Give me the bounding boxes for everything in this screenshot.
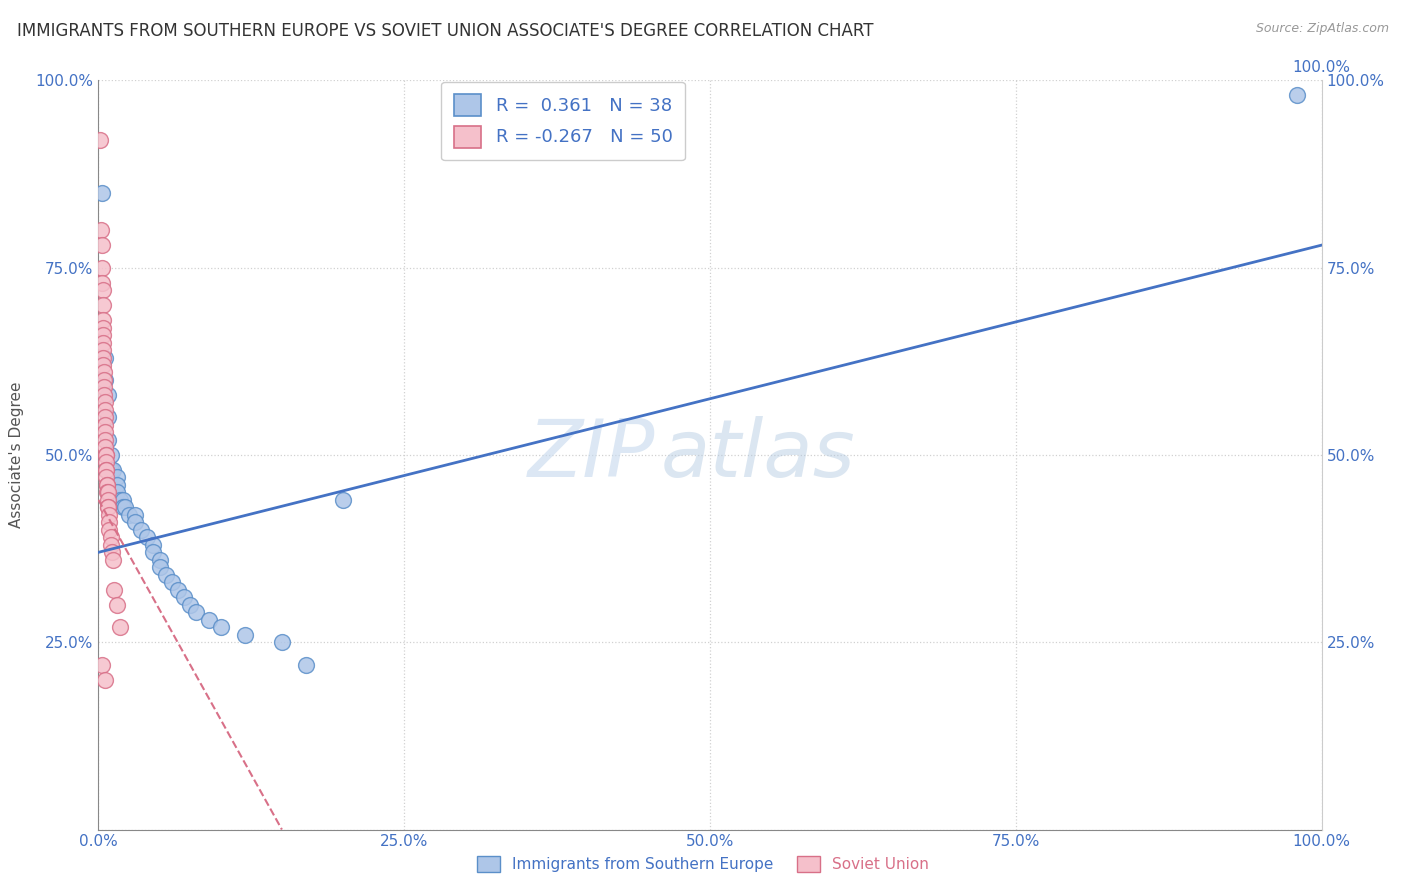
Point bbox=[91, 358, 114, 372]
Point bbox=[167, 582, 190, 597]
Point bbox=[91, 335, 114, 350]
Point bbox=[96, 478, 118, 492]
Point bbox=[155, 567, 177, 582]
Point bbox=[179, 598, 201, 612]
Point bbox=[93, 366, 115, 380]
Point bbox=[93, 673, 115, 687]
Point bbox=[94, 441, 117, 455]
Point bbox=[97, 500, 120, 515]
Point bbox=[110, 620, 132, 634]
Point bbox=[100, 530, 122, 544]
Point bbox=[105, 485, 128, 500]
Point bbox=[91, 186, 114, 200]
Point bbox=[105, 598, 128, 612]
Point bbox=[111, 500, 134, 515]
Point bbox=[94, 425, 117, 440]
Point bbox=[295, 657, 318, 672]
Point bbox=[93, 417, 115, 432]
Point bbox=[93, 395, 115, 409]
Text: ZIP: ZIP bbox=[527, 416, 655, 494]
Point bbox=[124, 508, 146, 522]
Point bbox=[197, 613, 219, 627]
Point bbox=[91, 320, 114, 334]
Point bbox=[97, 388, 120, 402]
Point bbox=[105, 470, 128, 484]
Point bbox=[118, 508, 141, 522]
Point bbox=[209, 620, 232, 634]
Point bbox=[94, 448, 117, 462]
Point bbox=[129, 523, 152, 537]
Point bbox=[101, 545, 124, 559]
Point bbox=[97, 500, 120, 515]
Point bbox=[98, 523, 121, 537]
Point bbox=[91, 328, 114, 343]
Point bbox=[97, 492, 120, 507]
Point bbox=[96, 478, 118, 492]
Point bbox=[96, 470, 118, 484]
Point bbox=[97, 508, 120, 522]
Point bbox=[111, 492, 134, 507]
Point bbox=[186, 605, 208, 619]
Point bbox=[96, 463, 118, 477]
Point bbox=[93, 380, 115, 394]
Point bbox=[91, 313, 114, 327]
Point bbox=[173, 591, 195, 605]
Point bbox=[97, 410, 120, 425]
Point bbox=[136, 530, 159, 544]
Point bbox=[124, 516, 146, 530]
Point bbox=[100, 538, 122, 552]
Point bbox=[94, 448, 117, 462]
Point bbox=[94, 433, 117, 447]
Point bbox=[97, 433, 120, 447]
Point bbox=[93, 351, 115, 365]
Point bbox=[94, 455, 117, 469]
Point bbox=[89, 133, 111, 147]
Point bbox=[160, 575, 183, 590]
Point bbox=[100, 463, 122, 477]
Point bbox=[93, 373, 115, 387]
Point bbox=[114, 500, 136, 515]
Point bbox=[93, 388, 115, 402]
Point bbox=[101, 553, 124, 567]
Point bbox=[332, 492, 354, 507]
Point bbox=[233, 628, 256, 642]
Point bbox=[91, 238, 114, 252]
Point bbox=[101, 463, 124, 477]
Point bbox=[94, 463, 117, 477]
Point bbox=[97, 485, 120, 500]
Point bbox=[96, 485, 118, 500]
Point bbox=[93, 373, 115, 387]
Point bbox=[90, 223, 112, 237]
Point bbox=[91, 276, 114, 290]
Point bbox=[142, 538, 165, 552]
Point bbox=[149, 553, 172, 567]
Point bbox=[98, 516, 121, 530]
Text: Source: ZipAtlas.com: Source: ZipAtlas.com bbox=[1256, 22, 1389, 36]
Legend: Immigrants from Southern Europe, Soviet Union: Immigrants from Southern Europe, Soviet … bbox=[470, 848, 936, 880]
Point bbox=[93, 403, 115, 417]
Point bbox=[149, 560, 172, 574]
Point bbox=[91, 283, 114, 297]
Point bbox=[270, 635, 294, 649]
Point bbox=[91, 351, 114, 365]
Point bbox=[91, 657, 114, 672]
Text: IMMIGRANTS FROM SOUTHERN EUROPE VS SOVIET UNION ASSOCIATE'S DEGREE CORRELATION C: IMMIGRANTS FROM SOUTHERN EUROPE VS SOVIE… bbox=[17, 22, 873, 40]
Point bbox=[103, 582, 125, 597]
Point bbox=[91, 298, 114, 312]
Point bbox=[1286, 88, 1309, 103]
Legend: R =  0.361   N = 38, R = -0.267   N = 50: R = 0.361 N = 38, R = -0.267 N = 50 bbox=[441, 82, 685, 161]
Point bbox=[100, 448, 122, 462]
Point bbox=[91, 343, 114, 357]
Point bbox=[105, 478, 128, 492]
Point bbox=[110, 492, 132, 507]
Text: atlas: atlas bbox=[661, 416, 856, 494]
Point bbox=[91, 260, 114, 275]
Point bbox=[93, 410, 115, 425]
Y-axis label: Associate's Degree: Associate's Degree bbox=[10, 382, 24, 528]
Point bbox=[142, 545, 165, 559]
